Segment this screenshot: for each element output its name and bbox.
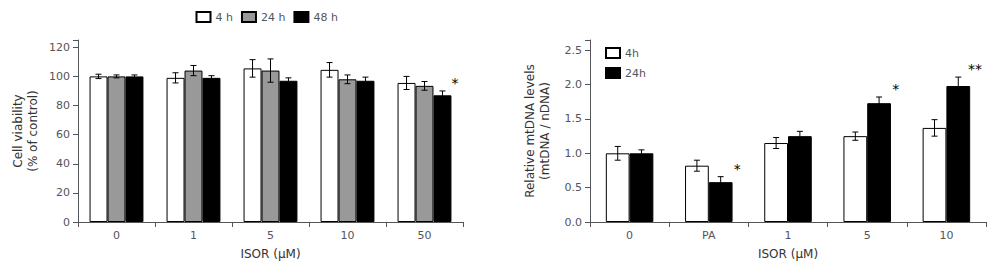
svg-text:5: 5 <box>267 229 274 242</box>
svg-text:0: 0 <box>63 216 70 229</box>
svg-text:1: 1 <box>785 229 792 242</box>
svg-text:0.5: 0.5 <box>565 181 583 194</box>
svg-text:10: 10 <box>341 229 355 242</box>
svg-text:1.5: 1.5 <box>565 112 583 125</box>
svg-text:(mtDNA / nDNA): (mtDNA / nDNA) <box>538 82 552 180</box>
svg-text:(% of control): (% of control) <box>26 90 40 172</box>
svg-text:2.0: 2.0 <box>565 78 583 91</box>
svg-text:ISOR (μM): ISOR (μM) <box>758 247 818 261</box>
svg-text:1.0: 1.0 <box>565 147 583 160</box>
svg-text:Relative mtDNA levels: Relative mtDNA levels <box>523 64 537 198</box>
svg-text:48 h: 48 h <box>313 11 337 24</box>
svg-text:60: 60 <box>56 128 70 141</box>
svg-text:10: 10 <box>939 229 953 242</box>
svg-text:5: 5 <box>864 229 871 242</box>
svg-text:0: 0 <box>626 229 633 242</box>
svg-text:1: 1 <box>190 229 197 242</box>
svg-text:Cell viability: Cell viability <box>11 94 25 167</box>
svg-text:24 h: 24 h <box>261 11 285 24</box>
svg-text:ISOR (μM): ISOR (μM) <box>240 247 300 261</box>
svg-text:*: * <box>734 161 741 177</box>
svg-text:*: * <box>452 75 459 91</box>
svg-text:4 h: 4 h <box>216 11 233 24</box>
svg-text:40: 40 <box>56 157 70 170</box>
svg-text:100: 100 <box>49 70 70 83</box>
svg-text:**: ** <box>968 61 982 77</box>
svg-text:0: 0 <box>113 229 120 242</box>
svg-text:0.0: 0.0 <box>565 216 583 229</box>
svg-text:*: * <box>892 81 899 97</box>
svg-text:80: 80 <box>56 99 70 112</box>
svg-text:24h: 24h <box>625 67 646 80</box>
svg-text:PA: PA <box>702 229 716 242</box>
svg-text:50: 50 <box>418 229 432 242</box>
svg-text:20: 20 <box>56 186 70 199</box>
svg-text:4h: 4h <box>625 47 639 60</box>
svg-text:2.5: 2.5 <box>565 44 583 57</box>
svg-text:120: 120 <box>49 41 70 54</box>
